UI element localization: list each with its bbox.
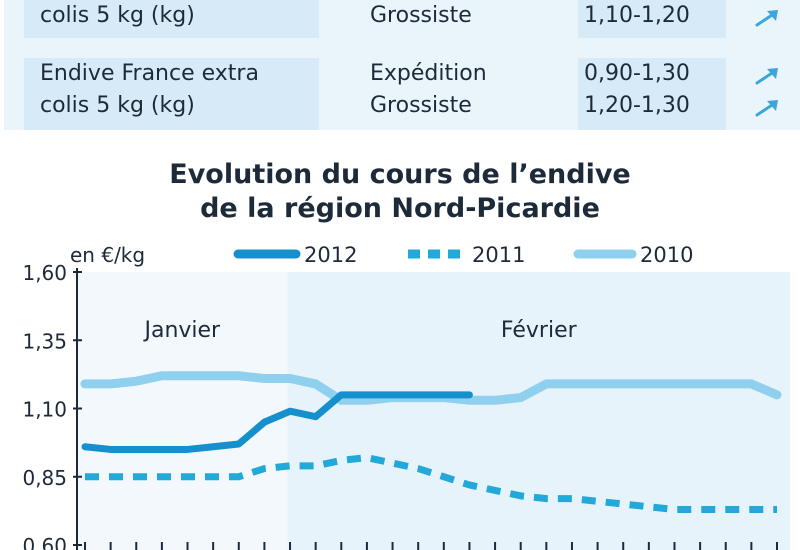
period-background: [287, 272, 790, 550]
sale-type-label: Grossiste: [370, 3, 472, 28]
product-label: Endive France extra: [40, 61, 259, 86]
table-cell-product: Endive France extra colis 5 kg (kg): [24, 58, 319, 130]
chart-title-line: Evolution du cours de l’endive: [169, 159, 631, 190]
table-cell-price: 0,90-1,30 1,20-1,30: [578, 58, 726, 130]
period-label: Janvier: [142, 318, 221, 343]
price-value: 0,90-1,30: [584, 61, 690, 86]
y-axis-label: en €/kg: [70, 243, 145, 267]
sale-type-label: Expédition: [370, 61, 487, 86]
series-line-2012: [81, 391, 473, 453]
y-tick-label: 1,60: [22, 261, 67, 285]
y-tick-label: 0,60: [22, 534, 67, 550]
price-value: 1,20-1,30: [584, 93, 690, 118]
sale-type-label: Grossiste: [370, 93, 472, 118]
product-label: colis 5 kg (kg): [40, 3, 195, 28]
trend-up-icon: [755, 68, 778, 85]
chart-title-line: de la région Nord-Picardie: [200, 193, 600, 224]
product-label: colis 5 kg (kg): [40, 93, 195, 118]
trend-up-icon: [755, 100, 778, 117]
y-tick-label: 0,85: [22, 466, 67, 490]
period-background: [77, 272, 288, 550]
legend-label: 2011: [472, 243, 525, 267]
legend-label: 2012: [304, 243, 357, 267]
trend-up-icon: [755, 10, 778, 27]
y-tick-label: 1,35: [22, 329, 67, 353]
price-table: colis 5 kg (kg) 1,10-1,20 Grossiste Endive …: [4, 0, 800, 130]
price-value: 1,10-1,20: [584, 3, 690, 28]
legend-label: 2010: [640, 243, 693, 267]
y-tick-label: 1,10: [22, 398, 67, 422]
series-line-2011: [85, 454, 777, 514]
table-cell-product: colis 5 kg (kg): [24, 0, 319, 38]
period-label: Février: [501, 318, 578, 343]
table-cell-price: 1,10-1,20: [578, 0, 726, 38]
chart-title: Evolution du cours de l’endive de la régi…: [0, 158, 800, 226]
